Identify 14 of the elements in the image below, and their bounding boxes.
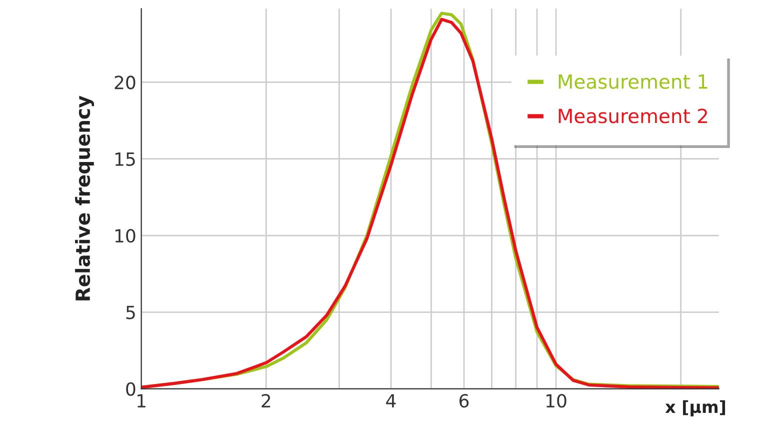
y-axis-title: Relative frequency <box>75 96 94 300</box>
x-axis-title: x [µm] <box>665 400 726 416</box>
x-tick-label: 10 <box>546 394 566 408</box>
y-tick-label: 0 <box>126 382 136 396</box>
x-tick-label: 4 <box>386 394 396 408</box>
y-tick-label: 10 <box>115 228 136 243</box>
x-tick-label: 6 <box>460 394 469 408</box>
y-tick-label: 20 <box>114 76 136 90</box>
legend-label: Measurement 1 <box>558 74 708 89</box>
x-tick-label: 1 <box>138 394 146 408</box>
y-tick-label: 5 <box>126 306 135 320</box>
x-tick-label: 2 <box>262 394 270 408</box>
y-tick-label: 15 <box>115 152 135 166</box>
legend-label: Measurement 2 <box>558 108 708 124</box>
